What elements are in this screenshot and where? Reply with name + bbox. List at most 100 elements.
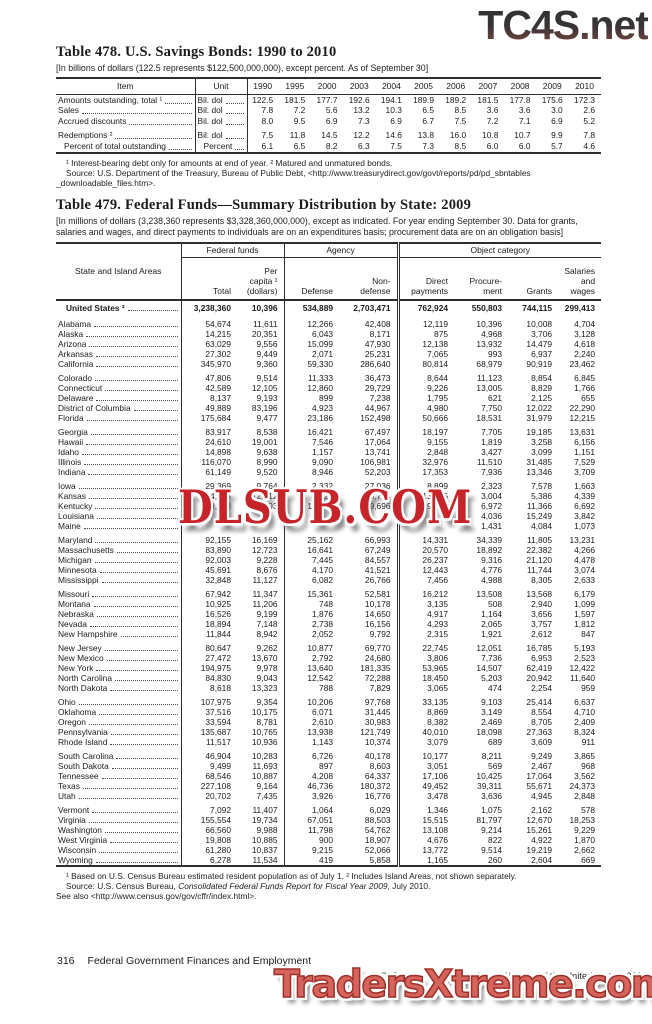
cell-procurement: 993: [488, 348, 503, 359]
cell-value: 6.5: [293, 140, 306, 151]
cell-direct-payments: 4,676: [396, 834, 455, 845]
table-row: Redemptions ² Bil. dol 7.5 11.8 14.5 12.…: [56, 126, 601, 141]
cell-value: 7.3: [358, 115, 370, 126]
cell-salaries-wages: 3,562: [574, 770, 596, 781]
cell-total: 45,691: [205, 564, 231, 575]
cell-nondefense: 39,696: [364, 500, 391, 511]
cell-procurement: 260: [488, 854, 503, 865]
cell-total: 10,925: [205, 598, 231, 609]
group-header-agency: Agency: [284, 242, 400, 258]
cell-grants: 2,612: [531, 628, 553, 639]
cell-per-capita: 9,764: [256, 480, 278, 491]
cell-grants: 2,940: [531, 598, 553, 609]
cell-grants: 6,953: [531, 652, 553, 663]
page-content: Table 478. U.S. Savings Bonds: 1990 to 2…: [56, 0, 602, 902]
cell-salaries-wages: 4,704: [574, 318, 596, 329]
cell-state-name: Connecticut: [56, 382, 182, 393]
cell-direct-payments: 49,452: [396, 780, 455, 791]
cell-defense: 1,876: [283, 608, 340, 619]
cell-nondefense: 18,907: [364, 834, 391, 845]
dot-leader: [86, 443, 178, 446]
cell-value: 9.5: [293, 115, 306, 126]
cell-grants: 22,382: [526, 544, 553, 555]
cell-procurement: 68,979: [476, 358, 503, 369]
cell-per-capita: 11,611: [253, 318, 278, 329]
cell-defense: 2,610: [283, 716, 340, 727]
page-footer: 316 Federal Government Finances and Emplo…: [57, 955, 311, 967]
cell-salaries-wages: 9,229: [574, 824, 596, 835]
cell-nondefense: [339, 511, 398, 521]
cell-per-capita: 16,169: [251, 534, 278, 545]
column-header-year: 2005: [407, 77, 441, 95]
cell-direct-payments: 762,924: [396, 299, 455, 315]
table-row: Sales Bil. dol 7.8 7.2 5.6 13.2 10.3 6.5: [56, 105, 601, 116]
dot-leader: [86, 335, 178, 338]
cell-salaries-wages: 24,373: [569, 780, 596, 791]
cell-defense: 419: [283, 854, 340, 866]
cell-defense: 4,208: [283, 770, 340, 781]
cell-salaries-wages: 4,710: [574, 706, 596, 717]
cell-defense: 67,051: [283, 814, 340, 825]
cell-salaries-wages: 7,529: [574, 456, 596, 467]
cell-defense: 2,052: [283, 628, 340, 639]
column-header-defense: Defense: [283, 257, 340, 301]
table-row: New Jersey 80,647 9,262 10,877 69,770 22…: [56, 638, 601, 653]
dot-leader: [81, 112, 192, 115]
cell-salaries-wages: 4,478: [574, 554, 596, 565]
dot-leader: [86, 419, 178, 422]
cell-value: 13.8: [417, 130, 435, 141]
dot-leader: [101, 581, 178, 584]
cell-procurement: 9,103: [481, 696, 503, 707]
cell-state-name: Wyoming: [56, 854, 182, 866]
cell-procurement: 2,065: [481, 618, 503, 629]
table-479-note: [In millions of dollars (3,238,360 repre…: [56, 216, 578, 238]
cell-nondefense: 67,249: [364, 544, 391, 555]
table-row: Wyoming 6,278 11,534 419 5,858 1,165 260…: [56, 854, 601, 866]
cell-value: 6.7: [422, 115, 435, 126]
cell-value: 194.1: [380, 94, 402, 105]
cell-direct-payments: 8,869: [396, 706, 455, 717]
footnote-text: ¹ Interest-bearing debt only for amounts…: [66, 157, 393, 168]
dot-leader: [96, 399, 178, 402]
cell-procurement: 18,892: [476, 544, 503, 555]
cell-procurement: 3,636: [481, 790, 503, 801]
dot-leader: [225, 137, 244, 140]
cell-nondefense: 106,981: [360, 456, 391, 467]
dot-leader: [92, 811, 178, 814]
cell-state-name: Utah: [56, 790, 182, 801]
cell-salaries-wages: 3,128: [574, 328, 596, 339]
cell-value: 6.0: [486, 140, 499, 151]
cell-nondefense: 40,178: [364, 750, 391, 761]
group-header-object-category: Object category: [398, 242, 602, 258]
cell-total: 6,278: [210, 854, 231, 865]
cell-grants: 2,125: [531, 392, 553, 403]
cell-value: 175.6: [541, 94, 563, 105]
cell-direct-payments: 8,382: [396, 716, 455, 727]
cell-value: 7.8: [261, 105, 274, 116]
cell-grants: 11,366: [527, 500, 553, 511]
cell-procurement: 18,098: [476, 726, 503, 737]
cell-defense: 15,361: [283, 584, 340, 599]
cell-value: 7.1: [518, 115, 531, 126]
cell-total: 345,970: [200, 358, 231, 369]
dot-leader: [93, 605, 178, 608]
cell-salaries-wages: 6,179: [574, 588, 596, 599]
cell-salaries-wages: 22,290: [569, 402, 596, 413]
table-478-title: Table 478. U.S. Savings Bonds: 1990 to 2…: [56, 44, 337, 60]
table-row: Texas 227,108 9,164 46,736 180,372 49,45…: [56, 780, 601, 791]
cell-salaries-wages: 1,099: [574, 598, 596, 609]
cell-defense: 534,889: [283, 299, 340, 315]
cell-state-name: Michigan: [56, 554, 182, 565]
cell-total: 11,517: [206, 736, 231, 747]
cell-total: 68,546: [205, 770, 231, 781]
cell-defense: 1,157: [283, 446, 340, 457]
cell-grants: 55,671: [526, 780, 553, 791]
table-row: Rhode Island 11,517 10,936 1,143 10,374 …: [56, 736, 601, 747]
table-row: Kentucky 50,013 11,593 10,316 39,696 19,…: [56, 500, 601, 511]
cell-state-name: Alabama: [56, 314, 182, 329]
table-row: Oklahoma 37,516 10,175 6,071 31,445 8,86…: [56, 706, 601, 717]
cell-salaries-wages: 655: [581, 392, 596, 403]
cell-nondefense: 26,766: [364, 574, 391, 585]
cell-direct-payments: 1,165: [396, 854, 455, 866]
cell-per-capita: [237, 511, 284, 521]
